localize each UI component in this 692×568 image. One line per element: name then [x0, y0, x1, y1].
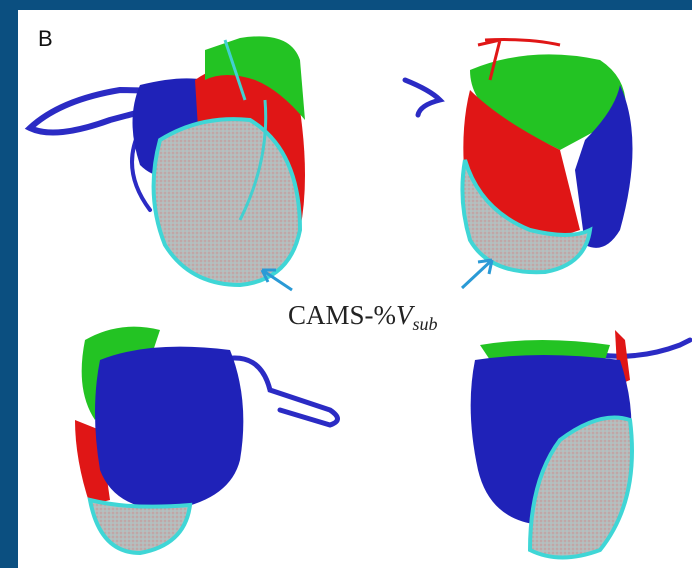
figure: B CAMS-%Vsub: [0, 0, 692, 568]
page: {"panel_label": "B", "annotation": {"tex…: [0, 0, 692, 568]
annotation-text: CAMS-%: [288, 300, 396, 330]
panel-label: B: [38, 26, 53, 51]
annotation-subscript: sub: [413, 314, 438, 334]
